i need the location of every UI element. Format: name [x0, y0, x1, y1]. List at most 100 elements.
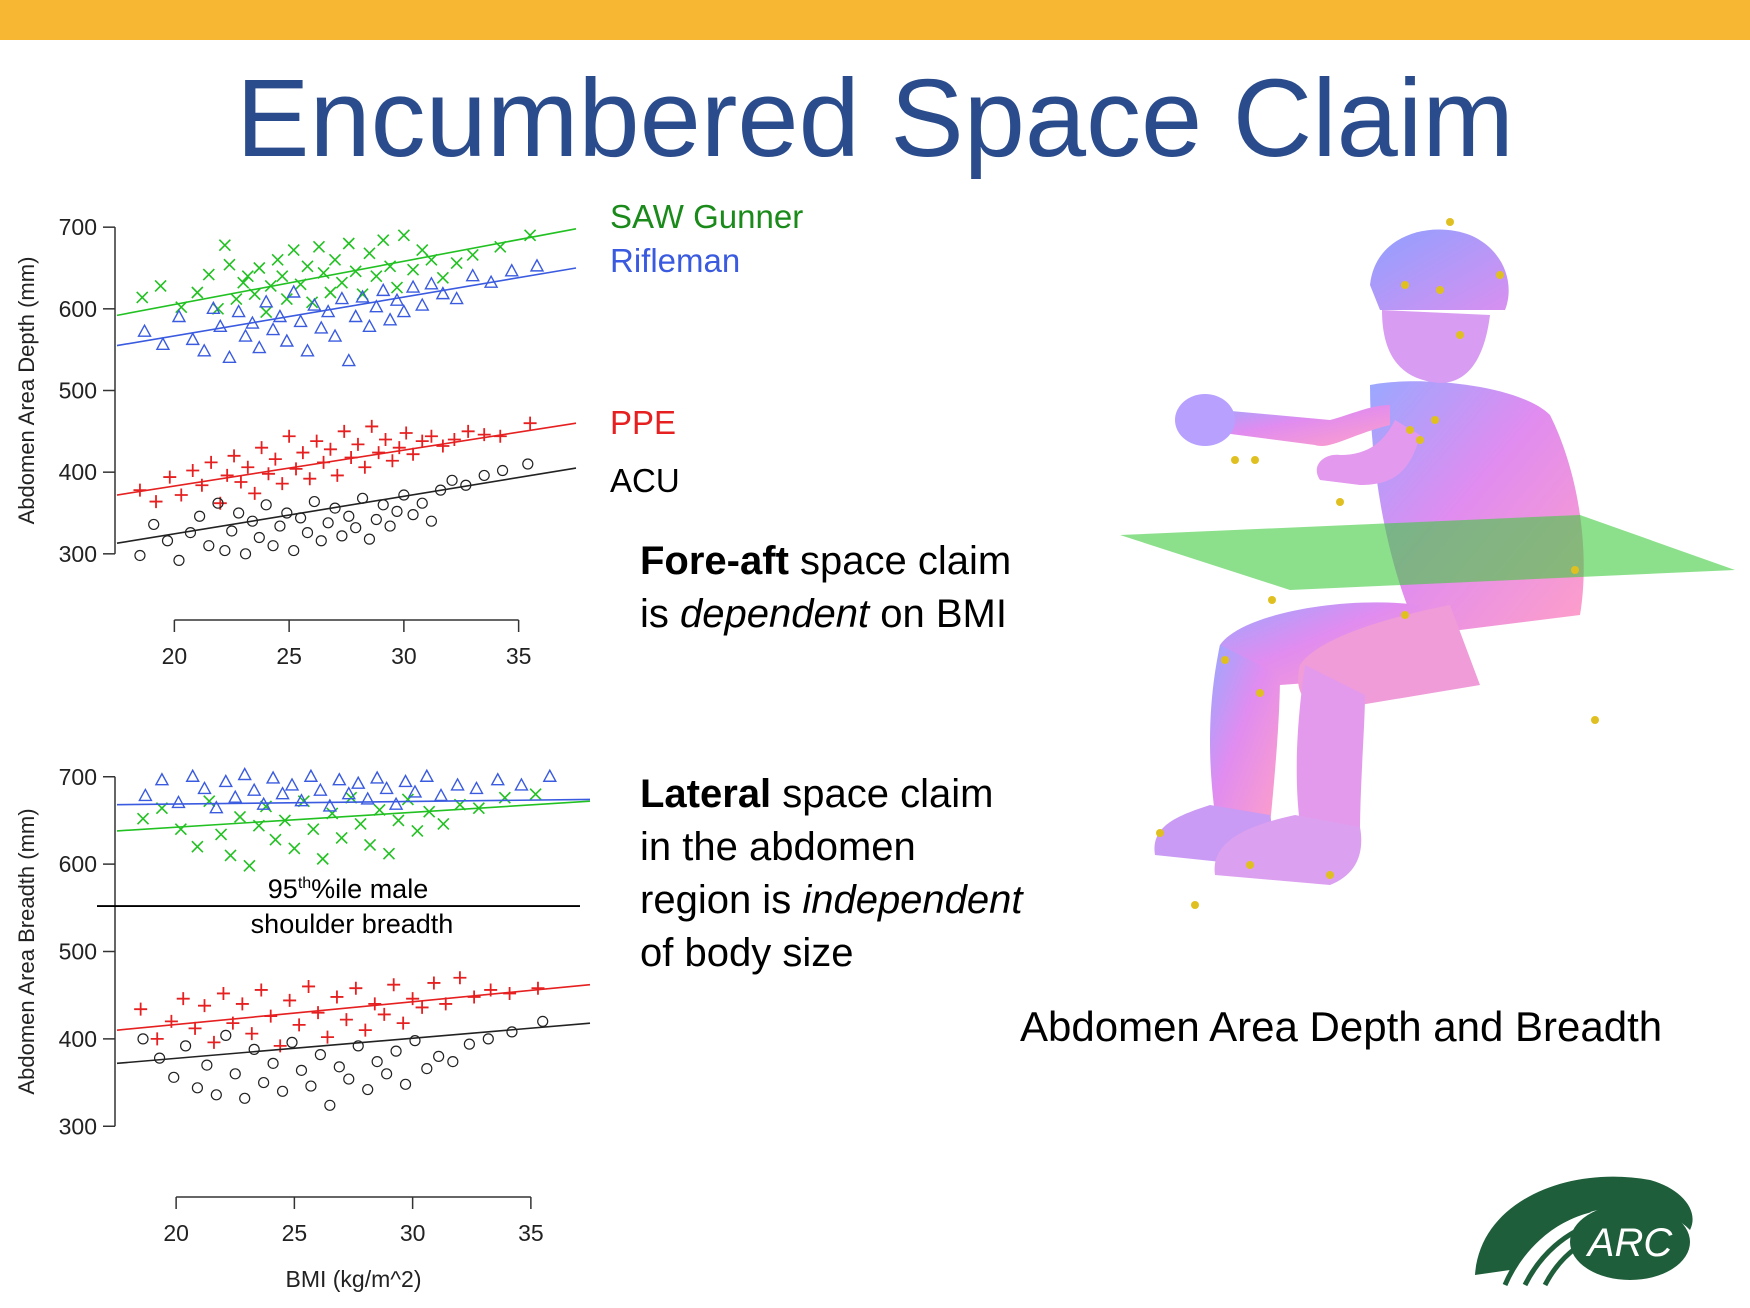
point-rifleman	[351, 775, 366, 789]
point-acu	[253, 531, 265, 544]
point-rifleman	[185, 331, 200, 346]
point-rifleman	[137, 323, 152, 337]
series-rifleman	[116, 767, 591, 814]
point-ppe	[358, 460, 372, 474]
y-tick-label: 400	[59, 1026, 97, 1052]
point-ppe	[261, 467, 275, 481]
lateral-line1: space claim	[771, 772, 994, 816]
point-rifleman	[258, 294, 274, 308]
point-acu	[409, 1035, 421, 1047]
point-acu	[407, 509, 419, 521]
point-ppe	[351, 437, 365, 451]
fore-aft-line2-post: on BMI	[869, 592, 1007, 636]
trend-line-acu	[116, 1022, 591, 1065]
point-acu	[201, 1059, 213, 1071]
point-rifleman	[228, 789, 243, 803]
point-acu	[226, 525, 238, 537]
point-acu	[267, 540, 279, 552]
point-saw-gunner	[382, 847, 396, 860]
y-tick-label: 500	[59, 378, 97, 404]
point-acu	[352, 1040, 364, 1052]
point-saw-gunner	[223, 258, 236, 271]
point-ppe	[447, 433, 461, 446]
shoulder-breadth-label-line1: 95th%ile male	[268, 874, 428, 904]
point-rifleman	[360, 791, 375, 805]
point-saw-gunner	[136, 291, 149, 304]
point-rifleman	[238, 328, 253, 342]
series-rifleman	[116, 258, 577, 367]
point-ppe	[302, 979, 316, 993]
point-ppe	[220, 468, 234, 482]
x-tick-label: 20	[163, 1220, 189, 1246]
point-rifleman	[396, 304, 412, 318]
point-acu	[463, 1038, 475, 1050]
point-saw-gunner	[498, 791, 511, 804]
point-acu	[421, 1062, 433, 1075]
y-tick-label: 300	[59, 541, 97, 567]
point-saw-gunner	[324, 286, 337, 299]
fore-aft-line2-pre: is	[640, 592, 680, 636]
point-rifleman	[275, 786, 290, 800]
point-rifleman	[293, 313, 308, 328]
point-saw-gunner	[437, 817, 450, 830]
point-ppe	[195, 478, 209, 492]
point-ppe	[330, 468, 344, 482]
y-axis-label: Abdomen Area Breadth (mm)	[14, 808, 39, 1094]
point-saw-gunner	[335, 276, 348, 289]
point-saw-gunner	[316, 852, 329, 865]
point-acu	[308, 495, 320, 508]
point-rifleman	[514, 777, 529, 791]
point-rifleman	[341, 353, 356, 367]
point-acu	[377, 499, 389, 511]
point-acu	[191, 1082, 204, 1094]
point-ppe	[163, 470, 177, 484]
point-rifleman	[265, 322, 281, 336]
point-acu	[314, 1049, 326, 1061]
fore-aft-line1: space claim	[788, 539, 1012, 583]
point-saw-gunner	[276, 270, 289, 283]
legend-ppe: PPE	[610, 404, 677, 441]
point-acu	[248, 1043, 260, 1055]
point-rifleman	[542, 768, 557, 782]
point-ppe	[320, 1030, 334, 1044]
point-ppe	[424, 429, 438, 443]
point-acu	[496, 464, 509, 477]
point-acu	[288, 544, 300, 557]
point-ppe	[174, 488, 188, 502]
point-ppe	[461, 424, 475, 438]
point-saw-gunner	[253, 261, 266, 275]
point-acu	[295, 1064, 308, 1076]
point-rifleman	[209, 800, 224, 814]
x-tick-label: 20	[162, 643, 188, 669]
point-ppe	[289, 462, 303, 476]
trend-line-rifleman	[116, 267, 577, 347]
point-rifleman	[327, 328, 343, 342]
point-acu	[363, 533, 376, 545]
point-saw-gunner	[260, 306, 273, 319]
point-ppe	[235, 997, 249, 1011]
point-rifleman	[465, 268, 480, 282]
point-acu	[220, 1029, 232, 1041]
point-rifleman	[252, 340, 267, 354]
point-saw-gunner	[191, 286, 204, 299]
point-acu	[281, 507, 293, 519]
point-acu	[384, 520, 396, 532]
point-rifleman	[222, 349, 237, 364]
point-saw-gunner	[436, 271, 449, 284]
y-tick-label: 400	[59, 459, 97, 485]
point-ppe	[406, 447, 420, 461]
point-rifleman	[382, 312, 398, 326]
point-rifleman	[286, 284, 301, 298]
x-tick-label: 30	[391, 643, 417, 669]
point-acu	[322, 517, 334, 529]
point-rifleman	[415, 297, 430, 311]
y-axis-label: Abdomen Area Depth (mm)	[14, 257, 39, 525]
point-saw-gunner	[241, 270, 254, 283]
chart-abdomen-breadth: 300 400 500 600 700 Abdomen Area Breadth (mm)…	[14, 765, 591, 1292]
point-acu	[416, 497, 428, 509]
point-ppe	[188, 1021, 202, 1035]
point-rifleman	[449, 291, 464, 305]
point-rifleman	[379, 781, 394, 795]
point-rifleman	[369, 770, 385, 784]
point-ppe	[379, 433, 393, 446]
